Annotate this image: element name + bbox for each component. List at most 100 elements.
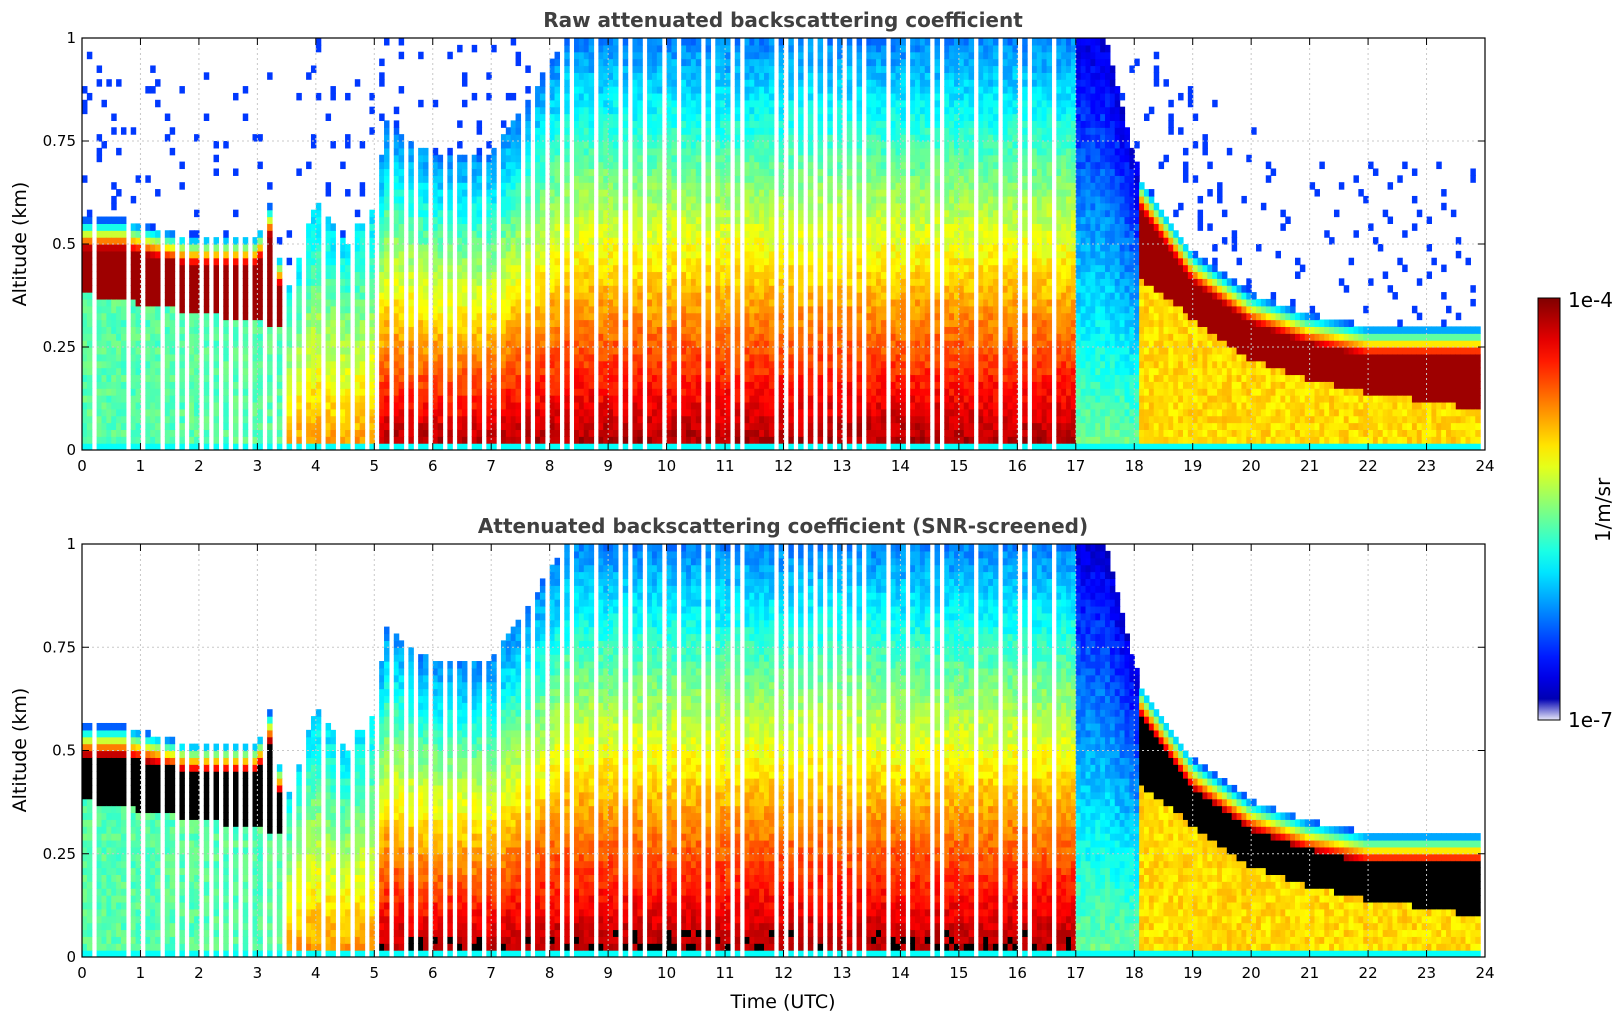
heatmap-cell	[749, 168, 755, 176]
heatmap-cell	[764, 305, 770, 314]
heatmap-cell	[715, 209, 721, 218]
heatmap-cell	[817, 305, 824, 314]
heatmap-cell	[340, 285, 346, 293]
heatmap-cell	[583, 443, 590, 450]
heatmap-cell	[276, 333, 283, 341]
heatmap-cell	[656, 175, 663, 183]
heatmap-cell	[393, 216, 400, 224]
heatmap-cell	[549, 244, 556, 252]
heatmap-cell	[330, 408, 336, 417]
heatmap-cell	[798, 360, 804, 369]
heatmap-cell	[656, 99, 663, 108]
heatmap-cell	[525, 154, 531, 163]
heatmap-cell	[408, 216, 414, 224]
heatmap-cell	[393, 408, 400, 417]
heatmap-cell	[310, 388, 317, 396]
heatmap-cell	[111, 202, 117, 211]
heatmap-cell	[194, 388, 200, 396]
heatmap-cell	[754, 168, 760, 176]
heatmap-cell	[310, 244, 317, 252]
heatmap-cell	[549, 388, 556, 396]
heatmap-cell	[695, 257, 702, 266]
heatmap-cell	[155, 312, 161, 321]
heatmap-cell	[603, 230, 609, 238]
heatmap-cell	[666, 422, 673, 430]
heatmap-cell	[734, 381, 741, 389]
heatmap-cell	[306, 408, 312, 417]
heatmap-cell	[310, 257, 317, 266]
heatmap-cell	[583, 195, 590, 204]
heatmap-cell	[330, 429, 336, 437]
heatmap-cell	[398, 278, 405, 286]
heatmap-cell	[846, 79, 853, 87]
heatmap-cell	[598, 264, 604, 273]
heatmap-cell	[554, 58, 561, 67]
heatmap-cell	[423, 326, 429, 334]
heatmap-cell	[622, 360, 629, 369]
heatmap-cell	[106, 408, 112, 417]
heatmap-cell	[666, 415, 673, 424]
heatmap-cell	[856, 326, 863, 334]
heatmap-cell	[86, 271, 93, 279]
heatmap-cell	[325, 436, 332, 444]
heatmap-cell	[744, 271, 750, 279]
heatmap-cell	[384, 312, 390, 321]
heatmap-cell	[539, 381, 546, 389]
heatmap-cell	[549, 381, 556, 389]
heatmap-cell	[827, 202, 833, 211]
heatmap-cell	[325, 374, 332, 382]
heatmap-cell	[807, 72, 814, 80]
heatmap-cell	[423, 189, 429, 197]
heatmap-cell	[588, 443, 595, 450]
heatmap-cell	[588, 298, 595, 307]
heatmap-cell	[647, 168, 653, 176]
heatmap-cell	[554, 72, 561, 80]
heatmap-cell	[637, 285, 643, 293]
heatmap-cell	[286, 298, 293, 307]
heatmap-cell	[535, 353, 541, 362]
heatmap-cell	[515, 436, 522, 444]
heatmap-cell	[447, 401, 453, 410]
heatmap-cell	[276, 388, 283, 396]
heatmap-cell	[340, 340, 346, 348]
heatmap-cell	[310, 443, 317, 450]
heatmap-cell	[768, 340, 775, 348]
heatmap-cell	[817, 202, 824, 211]
heatmap-cell	[549, 127, 556, 135]
heatmap-cell	[846, 395, 853, 403]
heatmap-cell	[500, 195, 507, 204]
heatmap-cell	[471, 305, 478, 314]
heatmap-cell	[135, 319, 142, 327]
heatmap-cell	[340, 326, 346, 334]
heatmap-cell	[423, 347, 429, 355]
heatmap-cell	[189, 278, 195, 286]
heatmap-cell	[310, 237, 317, 245]
heatmap-cell	[106, 312, 112, 321]
heatmap-cell	[461, 340, 468, 348]
heatmap-cell	[768, 250, 775, 259]
heatmap-cell	[837, 92, 843, 101]
heatmap-cell	[491, 223, 497, 231]
heatmap-cell	[96, 65, 103, 73]
heatmap-cell	[120, 374, 127, 382]
heatmap-cell	[150, 401, 156, 410]
heatmap-cell	[535, 395, 541, 403]
heatmap-cell	[486, 312, 492, 321]
heatmap-cell	[189, 230, 195, 238]
heatmap-cell	[666, 388, 673, 396]
heatmap-cell	[603, 72, 609, 80]
heatmap-cell	[798, 285, 804, 293]
heatmap-cell	[194, 326, 200, 334]
heatmap-cell	[681, 333, 687, 341]
heatmap-cell	[720, 395, 726, 403]
heatmap-cell	[764, 436, 770, 444]
heatmap-cell	[340, 401, 346, 410]
heatmap-cell	[437, 209, 444, 218]
heatmap-cell	[354, 374, 361, 382]
heatmap-cell	[194, 292, 200, 300]
heatmap-cell	[535, 415, 541, 424]
heatmap-cell	[130, 223, 137, 231]
heatmap-cell	[306, 360, 312, 369]
heatmap-cell	[169, 298, 176, 307]
heatmap-cell	[116, 360, 122, 369]
